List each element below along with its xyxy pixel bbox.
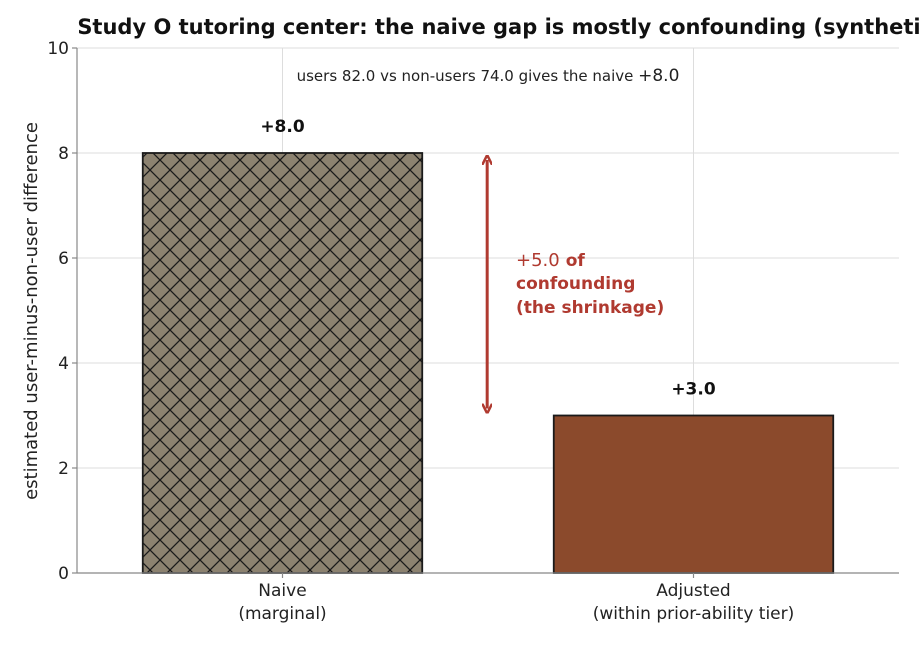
top-note-value: +8.0: [638, 66, 679, 86]
confounding-annotation: +5.0 of confounding (the shrinkage): [487, 160, 664, 409]
axes: [72, 47, 899, 578]
confounding-line3: (the shrinkage): [516, 298, 664, 318]
y-tick-label: 10: [47, 39, 69, 59]
x-category-sublabel: (within prior-ability tier): [593, 604, 795, 624]
y-tick-label: 4: [58, 354, 69, 374]
x-category-label: Naive: [258, 581, 306, 601]
y-tick-label: 2: [58, 459, 69, 479]
data-label: +3.0: [671, 380, 716, 400]
confounding-of: of: [566, 251, 586, 271]
x-category-labels: Naive (marginal) Adjusted (within prior-abi…: [238, 581, 794, 624]
confounding-value: +5.0: [516, 250, 560, 271]
y-tick-label: 8: [58, 144, 69, 164]
y-tick-label: 0: [58, 564, 69, 584]
y-tick-labels: 0 2 4 6 8 10: [47, 39, 69, 584]
confounding-line2: confounding: [516, 274, 635, 294]
top-note: users 82.0 vs non-users 74.0 gives the n…: [297, 66, 680, 86]
y-axis-label: estimated user-minus-non-user difference: [21, 122, 42, 500]
data-labels: +8.0 +3.0: [260, 117, 716, 400]
data-label: +8.0: [260, 117, 305, 137]
bar-2: [552, 414, 835, 574]
x-category-label: Adjusted: [656, 581, 730, 601]
chart-title: Study O tutoring center: the naive gap i…: [77, 15, 921, 39]
confounding-label: +5.0 of confounding (the shrinkage): [516, 250, 664, 318]
y-tick-label: 6: [58, 249, 69, 269]
x-category-sublabel: (marginal): [238, 604, 326, 624]
top-note-text: users 82.0 vs non-users 74.0 gives the n…: [297, 67, 639, 85]
bar-1: [141, 152, 424, 574]
